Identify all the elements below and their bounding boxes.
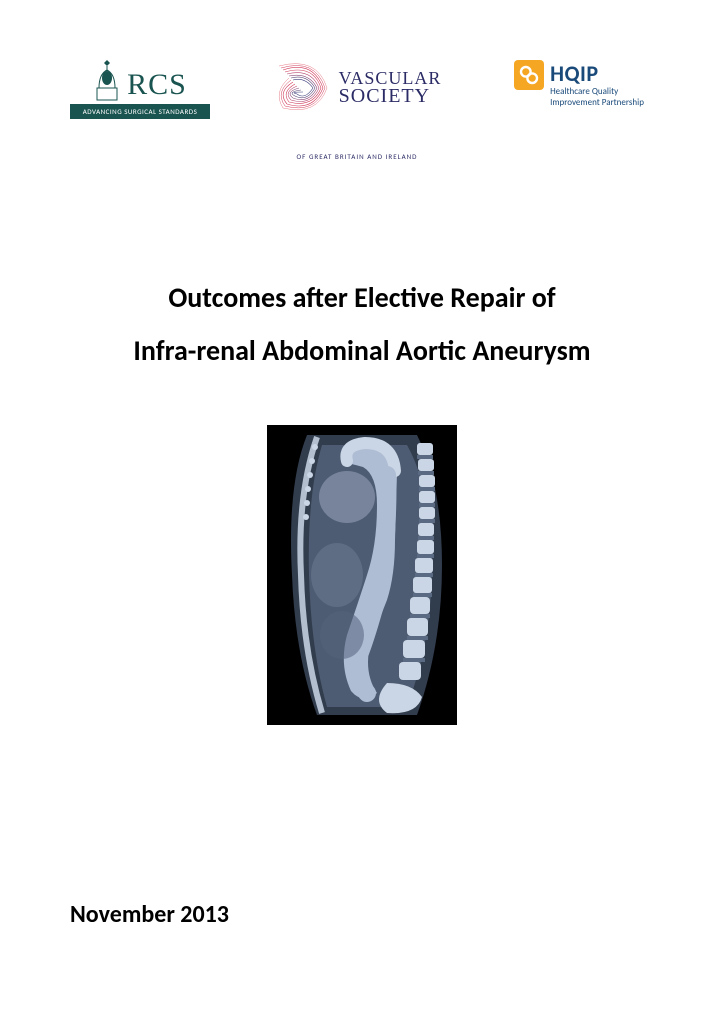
ct-scan-image xyxy=(267,425,457,725)
logo-rcs: RCS ADVANCING SURGICAL STANDARDS xyxy=(70,60,210,119)
date-text: November 2013 xyxy=(70,900,229,929)
vs-logo-body: VASCULAR SOCIETY xyxy=(273,60,442,116)
hqip-logo-body: HQIP Healthcare Quality Improvement Part… xyxy=(514,60,644,109)
document-title: Outcomes after Elective Repair of Infra-… xyxy=(70,271,654,377)
logo-vascular-society: VASCULAR SOCIETY OF GREAT BRITAIN AND IR… xyxy=(262,60,452,161)
hqip-sub2: Improvement Partnership xyxy=(550,98,644,109)
hqip-name: HQIP xyxy=(550,60,644,87)
title-line-1: Outcomes after Elective Repair of xyxy=(70,271,654,324)
logo-hqip: HQIP Healthcare Quality Improvement Part… xyxy=(504,60,654,109)
title-line-2: Infra-renal Abdominal Aortic Aneurysm xyxy=(70,324,654,377)
rcs-tagline: ADVANCING SURGICAL STANDARDS xyxy=(70,104,210,119)
vs-line2: SOCIETY xyxy=(339,87,442,106)
hqip-link-icon xyxy=(514,60,544,90)
ct-scan-figure xyxy=(70,425,654,725)
rcs-logo-body: RCS xyxy=(93,60,187,102)
hqip-text-block: HQIP Healthcare Quality Improvement Part… xyxy=(550,60,644,109)
vs-subtitle: OF GREAT BRITAIN AND IRELAND xyxy=(262,152,452,161)
logo-row: RCS ADVANCING SURGICAL STANDARDS VASCULA… xyxy=(70,60,654,161)
vs-text-block: VASCULAR SOCIETY xyxy=(339,70,442,106)
document-date: November 2013 xyxy=(70,900,229,929)
rcs-name: RCS xyxy=(127,68,187,102)
rcs-crest-icon xyxy=(93,60,121,102)
vs-swirl-icon xyxy=(273,60,335,116)
